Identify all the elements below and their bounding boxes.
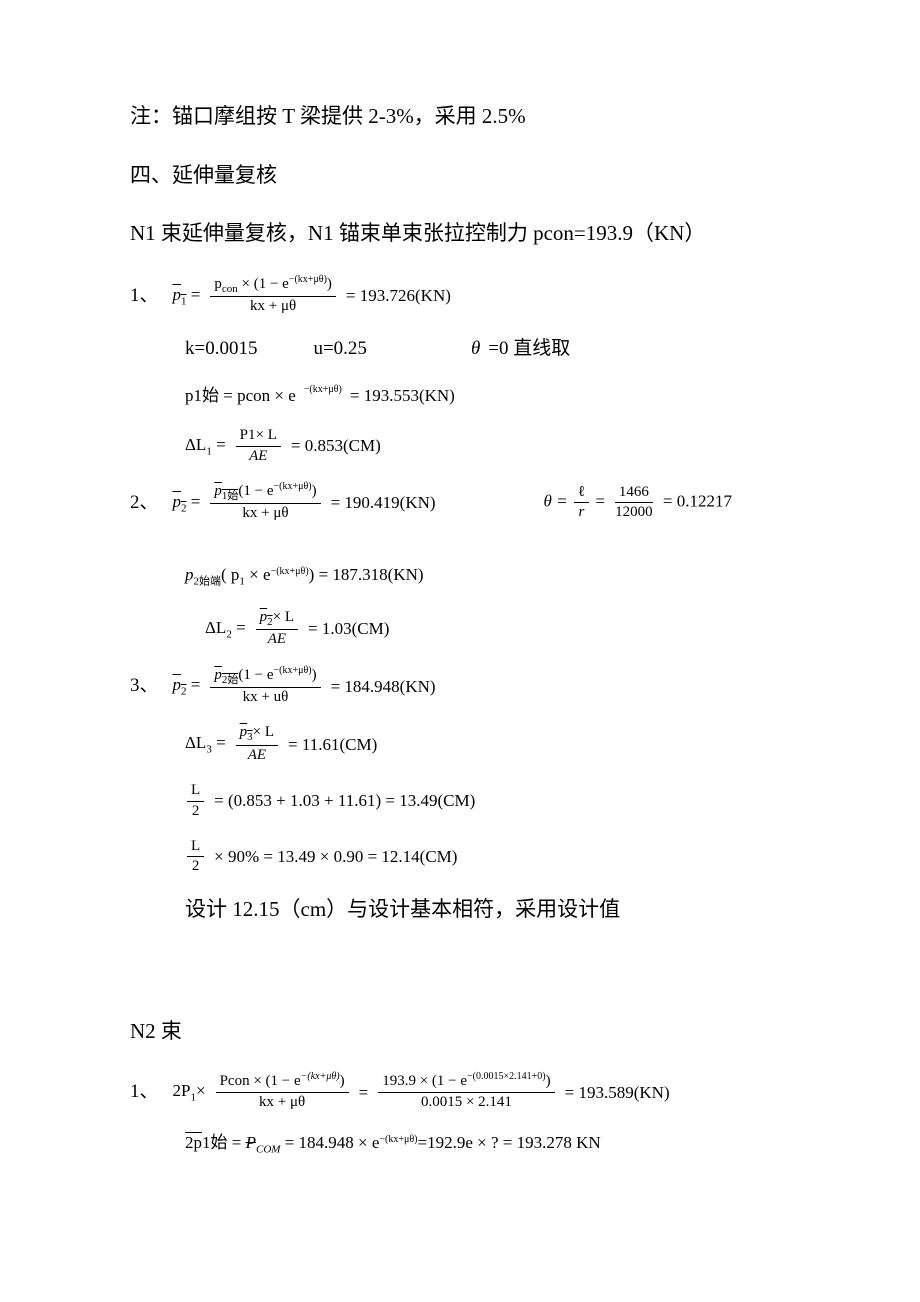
- n2-item1-line2: 2p1始 = PCOM = 184.948 × e−(kx+μθ)=192.9e…: [130, 1129, 790, 1159]
- n2-item1-formula: 1、 2P1× Pcon × (1 − e−(kx+μθ)) kx + μθ =…: [130, 1073, 790, 1111]
- item1-prefix: 1、: [130, 281, 159, 311]
- design-note: 设计 12.15（cm）与设计基本相符，采用设计值: [130, 893, 790, 927]
- item1-params: k=0.0015 u=0.25 θ=0 直线取: [130, 334, 790, 364]
- item2-formula: 2、 p2 = p1始(1 − e−(kx+μθ)) kx + μθ = 190…: [130, 483, 790, 523]
- item3-prefix: 3、: [130, 671, 159, 701]
- section4-title: 四、延伸量复核: [130, 159, 790, 193]
- item3-dl3: ΔL3 = p3× L AE = 11.61(CM): [130, 724, 790, 764]
- item2-dl2: ΔL2 = p2× L AE = 1.03(CM): [130, 609, 790, 649]
- n2-item1-prefix: 1、: [130, 1077, 159, 1107]
- item2-p2shi: p2始端( p1 × e−(kx+μθ)) = 187.318(KN): [130, 561, 790, 591]
- note-line: 注：锚口摩组按 T 梁提供 2-3%，采用 2.5%: [130, 100, 790, 134]
- item1-dl1: ΔL1 = P1× L AE = 0.853(CM): [130, 427, 790, 465]
- item2-prefix: 2、: [130, 488, 159, 518]
- item1-p1shi: p1始 = pcon × e−(kx+μθ) = 193.553(KN): [130, 382, 790, 409]
- item3-halfl90: L 2 × 90% = 13.49 × 0.90 = 12.14(CM): [130, 838, 790, 876]
- n1-intro: N1 束延伸量复核，N1 锚束单束张拉控制力 pcon=193.9（KN）: [130, 217, 790, 251]
- n2-title: N2 束: [130, 1015, 790, 1049]
- item3-formula: 3、 p2 = p2始(1 − e−(kx+μθ)) kx + uθ = 184…: [130, 667, 790, 707]
- item3-halfl: L 2 = (0.853 + 1.03 + 11.61) = 13.49(CM): [130, 782, 790, 820]
- item1-formula: 1、 p1 = pcon × (1 − e−(kx+μθ)) kx + μθ =…: [130, 276, 790, 316]
